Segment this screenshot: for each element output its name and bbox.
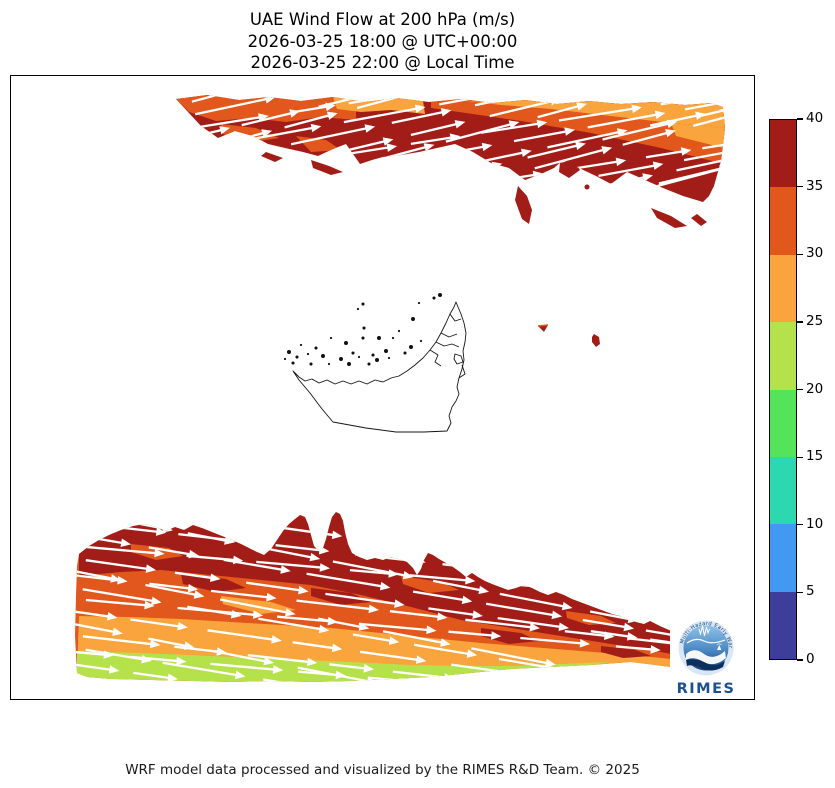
title-line-2: 2026-03-25 18:00 @ UTC+00:00 bbox=[247, 31, 518, 51]
colorbar-segment-35-40 bbox=[770, 120, 796, 188]
colorbar-tick-mark bbox=[797, 456, 803, 458]
logo-palm-icon bbox=[716, 643, 723, 650]
colorbar-tick-mark bbox=[797, 388, 803, 391]
logo-wordmark: RIMES bbox=[677, 681, 736, 697]
rimes-logo: Multi-Hazard Early Warning System RIMES bbox=[667, 608, 754, 698]
rimes-logo-graphic: Multi-Hazard Early Warning System RIMES bbox=[667, 608, 736, 697]
uae-map-outline bbox=[292, 301, 467, 433]
high-wind-fragment bbox=[261, 152, 283, 162]
northern-wind-band bbox=[176, 95, 725, 202]
colorbar-tick-mark bbox=[797, 591, 803, 594]
title-line-1: UAE Wind Flow at 200 hPa (m/s) bbox=[249, 10, 516, 29]
colorbar-segment-5-10 bbox=[770, 524, 796, 592]
high-wind-fragment bbox=[559, 160, 580, 178]
island-dots bbox=[283, 293, 442, 366]
colorbar-segment-20-25 bbox=[770, 322, 796, 390]
title-line-3: 2026-03-25 22:00 @ Local Time bbox=[250, 53, 515, 72]
colorbar-tick-label: 15 bbox=[806, 448, 824, 465]
plot-frame bbox=[10, 75, 755, 700]
high-wind-fragment bbox=[691, 214, 707, 226]
colorbar bbox=[769, 119, 797, 660]
chart-title: UAE Wind Flow at 200 hPa (m/s) 2026-03-2… bbox=[10, 9, 755, 74]
logo-seismogram-icon bbox=[698, 625, 710, 637]
colorbar-tick-mark bbox=[797, 659, 803, 661]
colorbar-tick-label: 35 bbox=[806, 177, 824, 194]
colorbar-tick-label: 20 bbox=[806, 380, 824, 397]
high-wind-fragment bbox=[311, 160, 343, 175]
colorbar-tick-mark bbox=[797, 186, 803, 188]
colorbar-tick-label: 25 bbox=[806, 312, 824, 329]
wind-flow-plot bbox=[75, 95, 749, 682]
credit-text: WRF model data processed and visualized … bbox=[125, 762, 640, 778]
colorbar-segment-0-5 bbox=[770, 591, 796, 659]
southern-wind-band bbox=[75, 512, 749, 682]
colorbar-tick-mark bbox=[797, 253, 803, 255]
colorbar-tick-label: 5 bbox=[806, 583, 815, 600]
colorbar-tick-label: 30 bbox=[806, 245, 824, 262]
colorbar-tick-mark bbox=[797, 321, 803, 323]
colorbar-tick-mark bbox=[797, 524, 803, 526]
logo-wave-icon bbox=[686, 650, 726, 665]
colorbar-tick-mark bbox=[797, 118, 803, 120]
colorbar-segment-25-30 bbox=[770, 254, 796, 323]
colorbar-segment-15-20 bbox=[770, 389, 796, 457]
logo-dark-wave-icon bbox=[686, 659, 725, 671]
high-wind-fragment bbox=[515, 186, 532, 224]
colorbar-segment-10-15 bbox=[770, 456, 796, 525]
colorbar-tick-label: 40 bbox=[806, 110, 824, 126]
colorbar-tick-label: 0 bbox=[806, 651, 815, 667]
isolated-wind-spots bbox=[537, 324, 600, 347]
colorbar-segment-30-35 bbox=[770, 187, 796, 255]
logo-ridge-line-icon bbox=[686, 638, 726, 644]
high-wind-fragment bbox=[651, 208, 687, 228]
colorbar-tick-label: 10 bbox=[806, 515, 824, 532]
